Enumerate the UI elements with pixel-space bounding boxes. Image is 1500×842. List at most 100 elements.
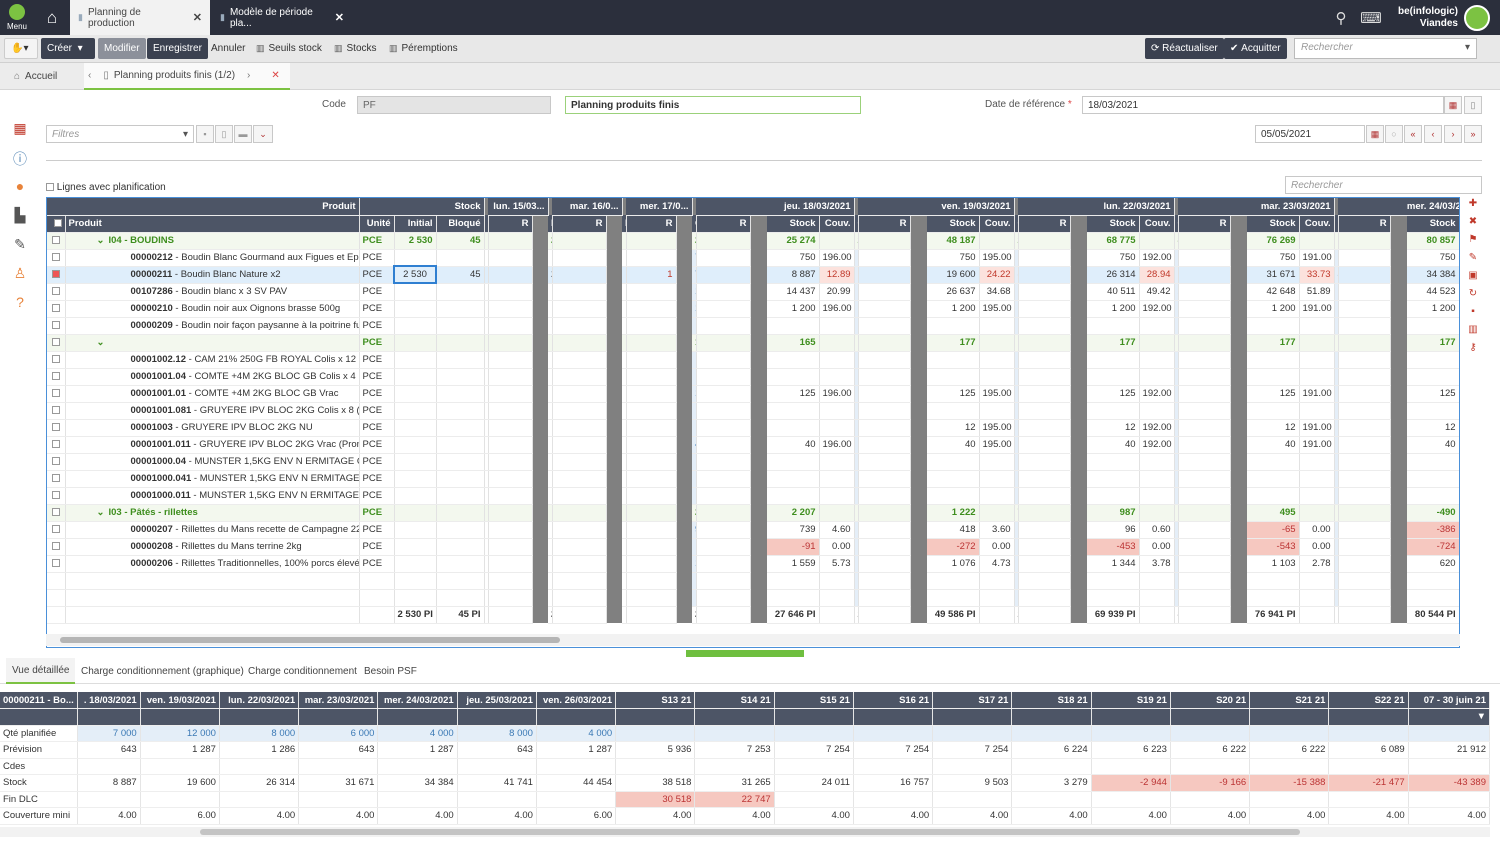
grid-cell[interactable] [1338,368,1391,386]
grid-cell[interactable]: 4.60 [819,521,855,539]
grid-cell[interactable] [767,351,820,369]
grid-cell[interactable]: 40 [927,436,980,454]
grid-cell[interactable] [488,436,533,454]
grid-cell[interactable] [548,504,553,522]
grid-cell[interactable] [819,487,855,505]
detail-cell[interactable]: 4.00 [774,807,854,825]
row-checkbox[interactable] [51,423,60,432]
product-cell[interactable]: 00000208 - Rillettes du Mans terrine 2kg [65,538,360,556]
product-cell[interactable]: 00001001.04 - COMTE +4M 2KG BLOC GB Coli… [65,368,360,386]
column-header[interactable]: Fab réalisée [548,215,553,233]
grid-cell[interactable] [1407,402,1459,420]
detail-cell[interactable] [1328,758,1409,775]
grid-cell[interactable]: 0.00 [819,538,855,556]
detail-cell[interactable]: 30 518 [615,791,696,808]
table-row[interactable]: 00001001.081 - GRUYERE IPV BLOC 2KG Coli… [47,402,1459,420]
grid-cell[interactable] [484,402,489,420]
grid-cell[interactable] [626,385,677,403]
detail-cell[interactable]: 6 000 [298,725,379,742]
grid-cell[interactable] [858,453,911,471]
detail-cell[interactable]: 31 671 [298,774,379,792]
grid-cell[interactable] [1014,453,1019,471]
detail-horizontal-scrollbar[interactable] [0,827,1490,837]
grid-cell[interactable] [696,436,751,454]
grid-cell[interactable] [1139,453,1175,471]
grid-cell[interactable] [552,334,607,352]
detail-cell[interactable] [1328,725,1409,742]
detail-cell[interactable] [1091,791,1171,808]
row-checkbox[interactable] [51,542,60,551]
grid-cell[interactable] [552,453,607,471]
stocks-button[interactable]: ▥ Stocks [334,43,377,54]
grid-cell[interactable]: 42 648 [1247,283,1300,301]
grid-cell[interactable]: 1 344 [1087,555,1140,573]
grid-cell[interactable] [819,572,855,590]
grid-cell[interactable]: 2 700 [1174,283,1179,301]
grid-cell[interactable]: 13 325 [854,283,859,301]
grid-cell[interactable] [1407,368,1459,386]
detail-cell[interactable]: 643 [298,741,379,759]
grid-cell[interactable]: 900 [692,521,697,539]
grid-cell[interactable] [692,317,697,335]
grid-cell[interactable] [858,266,911,284]
detail-cell[interactable]: 6.00 [536,807,617,825]
grid-cell[interactable]: 12.89 [819,266,855,284]
grid-cell[interactable]: 1 [626,266,677,284]
detail-cell[interactable]: 6.00 [140,807,220,825]
grid-cell[interactable] [696,555,751,573]
grid-cell[interactable] [1299,351,1335,369]
grid-cell[interactable]: 33.73 [1299,266,1335,284]
grid-cell[interactable] [548,521,553,539]
grid-cell[interactable] [1178,504,1231,522]
grid-cell[interactable] [1299,504,1335,522]
grid-cell[interactable] [692,402,697,420]
grid-cell[interactable] [1334,300,1339,318]
grid-cell[interactable]: 750 [1087,249,1140,267]
grid-cell[interactable] [488,266,533,284]
grid-cell[interactable] [548,368,553,386]
grid-cell[interactable] [1174,249,1179,267]
row-checkbox[interactable] [51,270,60,279]
detail-cell[interactable]: 4.00 [298,807,379,825]
grid-cell[interactable]: 7 000 [1334,232,1339,250]
grid-cell[interactable] [767,572,820,590]
grid-cell[interactable]: 196.00 [819,300,855,318]
grid-cell[interactable]: 0.00 [1299,538,1335,556]
grid-cell[interactable]: -490 [1407,504,1459,522]
grid-cell[interactable]: 0.60 [1139,521,1175,539]
grid-cell[interactable]: 25 325 [854,232,859,250]
grid-cell[interactable]: 19( [1459,249,1460,266]
grid-cell[interactable]: 5· [1459,283,1460,300]
chevron-down-icon[interactable]: ⌄ [96,235,105,246]
grid-cell[interactable] [1018,470,1071,488]
grid-cell[interactable] [854,436,859,454]
grid-cell[interactable] [1338,317,1391,335]
grid-cell[interactable] [1247,368,1300,386]
grid-cell[interactable]: 1 200 [927,300,980,318]
home-icon[interactable]: ⌂ [46,7,58,27]
grid-cell[interactable]: 196.00 [819,436,855,454]
grid-cell[interactable] [1299,368,1335,386]
grid-cell[interactable] [436,368,485,386]
key-icon[interactable]: ⚷ [1469,342,1477,353]
row-checkbox[interactable] [51,508,60,517]
grid-cell[interactable] [488,334,533,352]
grid-cell[interactable] [858,487,911,505]
grid-cell[interactable]: 191.00 [1299,300,1335,318]
grid-cell[interactable] [548,300,553,318]
grid-cell[interactable]: 0.00 [1139,538,1175,556]
detail-column-header[interactable]: S14 21 [694,692,775,709]
grid-cell[interactable] [1014,249,1019,267]
grid-cell[interactable] [394,351,437,369]
chart-icon[interactable]: ▥ [1468,324,1478,335]
product-cell[interactable]: 00001001.011 - GRUYERE IPV BLOC 2KG Vrac… [65,436,360,454]
grid-cell[interactable] [1338,436,1391,454]
detail-row[interactable]: Prévision 643 1 287 1 286 643 1 287 643 1 287 5 … [0,741,1490,759]
chevron-down-icon[interactable]: ⌄ [96,507,105,518]
grid-cell[interactable] [1018,334,1071,352]
copy-icon[interactable]: ▯ [1464,96,1482,114]
grid-cell[interactable]: 125 [927,385,980,403]
tab-charge-graphique[interactable]: Charge conditionnement (graphique) [81,665,244,677]
grid-cell[interactable] [488,249,533,267]
product-cell[interactable]: 00000212 - Boudin Blanc Gourmand aux Fig… [65,249,360,267]
